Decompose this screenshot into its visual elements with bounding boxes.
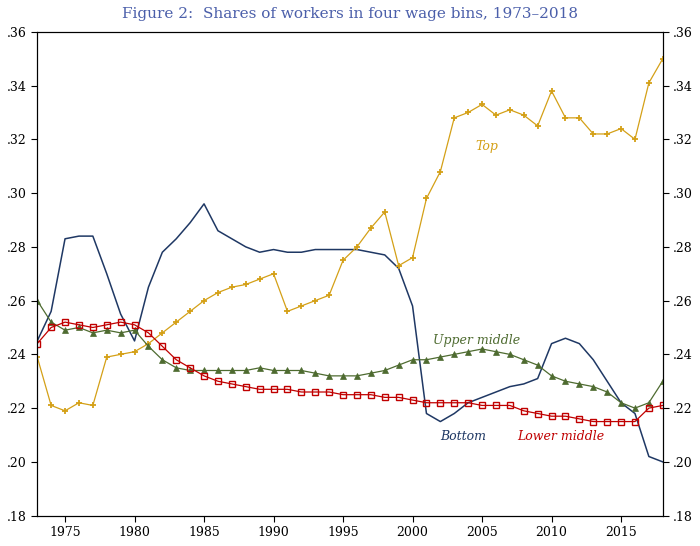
Text: Upper middle: Upper middle bbox=[433, 334, 521, 347]
Text: Lower middle: Lower middle bbox=[517, 430, 604, 443]
Title: Figure 2:  Shares of workers in four wage bins, 1973–2018: Figure 2: Shares of workers in four wage… bbox=[122, 7, 578, 21]
Text: Bottom: Bottom bbox=[440, 430, 486, 443]
Text: Top: Top bbox=[475, 140, 498, 153]
